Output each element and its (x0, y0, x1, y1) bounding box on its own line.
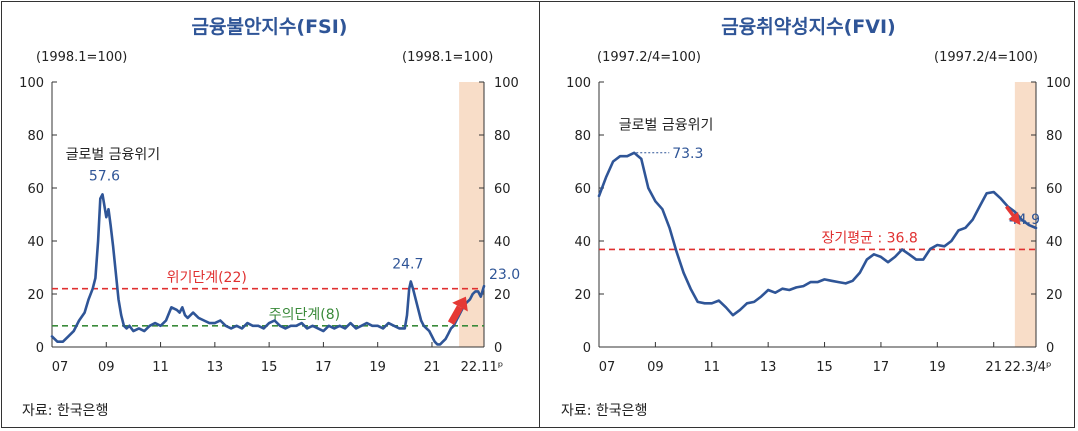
fvi-data-label: 73.3 (672, 146, 703, 162)
fvi-ytick-label-right: 40 (1046, 235, 1063, 250)
fsi-xtick-label: 19 (369, 360, 386, 375)
fsi-ytick-label-left: 0 (36, 341, 44, 356)
fvi-ytick-label-left: 100 (566, 76, 591, 91)
fsi-ytick-label-right: 80 (494, 129, 511, 144)
fvi-xtick-label: 13 (760, 360, 777, 375)
fsi-xtick-label: 09 (98, 360, 115, 375)
fsi-xtick-label: 17 (315, 360, 332, 375)
fvi-reference-line-label: 장기평균 : 36.8 (822, 230, 918, 246)
fsi-ytick-label-right: 100 (494, 76, 519, 91)
fvi-ytick-label-right: 60 (1046, 182, 1063, 197)
fvi-ytick-label-right: 20 (1046, 288, 1063, 303)
fsi-ytick-label-right: 40 (494, 235, 511, 250)
fsi-reference-line-label: 위기단계(22) (167, 270, 247, 286)
panel-divider (539, 1, 540, 428)
fsi-data-label: 57.6 (89, 168, 120, 184)
fsi-xtick-label: 22.11ᵖ (461, 360, 504, 375)
fvi-series-line (597, 151, 1038, 317)
fsi-ytick-label-left: 80 (27, 129, 44, 144)
fvi-ytick-label-left: 80 (574, 129, 591, 144)
fsi-xtick-label: 21 (424, 360, 441, 375)
fsi-source-note: 자료: 한국은행 (22, 403, 109, 419)
fsi-ytick-label-right: 20 (494, 288, 511, 303)
fvi-xtick-label: 11 (704, 360, 721, 375)
fvi-ytick-label-left: 0 (583, 341, 591, 356)
fsi-xtick-label: 15 (261, 360, 278, 375)
fsi-unit-right: (1998.1=100) (402, 50, 494, 65)
fsi-ytick-label-right: 0 (494, 341, 502, 356)
fvi-xtick-label: 19 (929, 360, 946, 375)
fsi-ytick-label-left: 60 (27, 182, 44, 197)
fsi-data-label: 23.0 (489, 267, 520, 283)
fvi-trend-arrow-shaft (1005, 205, 1015, 217)
fvi-ytick-label-right: 0 (1046, 341, 1054, 356)
fsi-trend-arrow-head (452, 296, 468, 312)
fsi-chart-plot: 0 0 20 20 40 40 60 60 80 80 100 100 07 09 11 13 15 17 19 21… (19, 76, 520, 375)
fsi-annotation-label: 글로벌 금융위기 (66, 147, 161, 163)
fvi-xtick-label: 15 (816, 360, 833, 375)
fvi-panel: 금융취약성지수(FVI) (1997.2/4=100) (1997.2/4=10… (539, 0, 1078, 431)
fvi-source-note: 자료: 한국은행 (561, 403, 648, 419)
fsi-chart-title: 금융불안지수(FSI) (191, 16, 348, 38)
fvi-xtick-label: 17 (873, 360, 890, 375)
fsi-reference-line-label: 주의단계(8) (269, 307, 340, 323)
fvi-xtick-label: 09 (647, 360, 664, 375)
fvi-xtick-label: 21 (985, 360, 1002, 375)
fvi-ytick-label-left: 40 (574, 235, 591, 250)
fvi-highlight-band (1014, 82, 1036, 347)
fsi-trend-arrow-shaft (447, 305, 464, 325)
fsi-ytick-label-left: 20 (27, 288, 44, 303)
fvi-chart-plot: 0 0 20 20 40 40 60 60 80 80 100 100 07 09 11 13 15 17 19 21… (566, 76, 1071, 375)
fvi-chart-title: 금융취약성지수(FVI) (721, 16, 896, 38)
fvi-xtick-label: 22.3/4ᵖ (1004, 360, 1051, 375)
fvi-trend-arrow-head (1008, 211, 1021, 226)
fvi-ytick-label-left: 20 (574, 288, 591, 303)
fsi-xtick-label: 11 (152, 360, 169, 375)
fsi-series-line (50, 193, 486, 346)
fvi-unit-right: (1997.2/4=100) (934, 50, 1038, 65)
fsi-xtick-label: 13 (207, 360, 224, 375)
fsi-xtick-label: 07 (52, 360, 69, 375)
fvi-xtick-label: 07 (599, 360, 616, 375)
fsi-ytick-label-left: 40 (27, 235, 44, 250)
fvi-ytick-label-left: 60 (574, 182, 591, 197)
fvi-unit-left: (1997.2/4=100) (597, 50, 701, 65)
fsi-ytick-label-left: 100 (19, 76, 44, 91)
fsi-data-label: 24.7 (392, 257, 423, 273)
fvi-annotation-label: 글로벌 금융위기 (619, 118, 714, 134)
fsi-unit-left: (1998.1=100) (36, 50, 128, 65)
fvi-ytick-label-right: 80 (1046, 129, 1063, 144)
fvi-ytick-label-right: 100 (1046, 76, 1071, 91)
fsi-ytick-label-right: 60 (494, 182, 511, 197)
